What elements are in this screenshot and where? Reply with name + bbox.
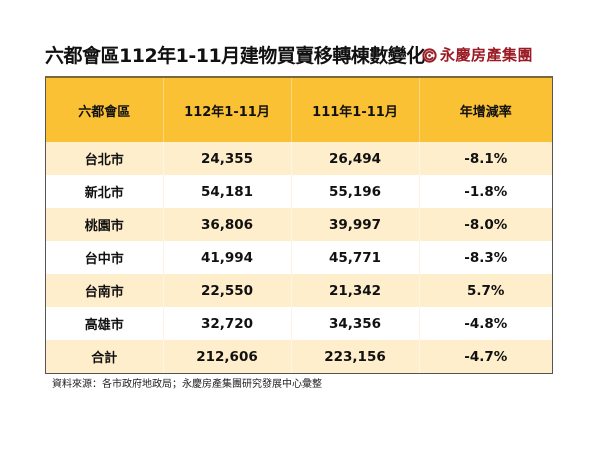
cell-change: -8.1% (419, 142, 552, 175)
table-row: 台南市 22,550 21,342 5.7% (46, 274, 552, 307)
cell-111: 26,494 (291, 142, 420, 175)
cell-change: -4.7% (419, 340, 552, 373)
cell-112: 22,550 (163, 274, 292, 307)
table-row: 新北市 54,181 55,196 -1.8% (46, 175, 552, 208)
header-111: 111年1-11月 (291, 78, 420, 142)
cell-112: 54,181 (163, 175, 292, 208)
table-row: 台中市 41,994 45,771 -8.3% (46, 241, 552, 274)
cell-111: 34,356 (291, 307, 420, 340)
cell-111: 39,997 (291, 208, 420, 241)
company-logo-text: 永慶房產集團 (440, 46, 534, 64)
cell-111: 55,196 (291, 175, 420, 208)
cell-region: 桃園市 (46, 208, 164, 241)
header-112: 112年1-11月 (163, 78, 292, 142)
cell-112: 41,994 (163, 241, 292, 274)
cell-change: -8.3% (419, 241, 552, 274)
cell-region: 台中市 (46, 241, 164, 274)
cell-112: 212,606 (163, 340, 292, 373)
cell-region: 合計 (46, 340, 164, 373)
cell-111: 21,342 (291, 274, 420, 307)
page-title: 六都會區112年1-11月建物買賣移轉棟數變化 (45, 45, 425, 67)
source-footnote: 資料來源：各市政府地政局；永慶房產集團研究發展中心彙整 (52, 379, 322, 390)
company-logo-icon (422, 47, 437, 63)
table-row: 高雄市 32,720 34,356 -4.8% (46, 307, 552, 340)
header-change: 年增減率 (419, 78, 552, 142)
cell-112: 24,355 (163, 142, 292, 175)
data-table: 六都會區 112年1-11月 111年1-11月 年增減率 台北市 24,355… (45, 76, 553, 374)
table-header-row: 六都會區 112年1-11月 111年1-11月 年增減率 (46, 78, 552, 142)
header-region: 六都會區 (46, 78, 164, 142)
cell-change: 5.7% (419, 274, 552, 307)
cell-change: -1.8% (419, 175, 552, 208)
cell-region: 台北市 (46, 142, 164, 175)
cell-change: -4.8% (419, 307, 552, 340)
cell-region: 高雄市 (46, 307, 164, 340)
cell-change: -8.0% (419, 208, 552, 241)
cell-111: 223,156 (291, 340, 420, 373)
cell-region: 台南市 (46, 274, 164, 307)
company-logo: 永慶房產集團 (422, 45, 533, 65)
table-row: 台北市 24,355 26,494 -8.1% (46, 142, 552, 175)
cell-region: 新北市 (46, 175, 164, 208)
cell-111: 45,771 (291, 241, 420, 274)
cell-112: 32,720 (163, 307, 292, 340)
table-row: 桃園市 36,806 39,997 -8.0% (46, 208, 552, 241)
cell-112: 36,806 (163, 208, 292, 241)
table-total-row: 合計 212,606 223,156 -4.7% (46, 340, 552, 373)
